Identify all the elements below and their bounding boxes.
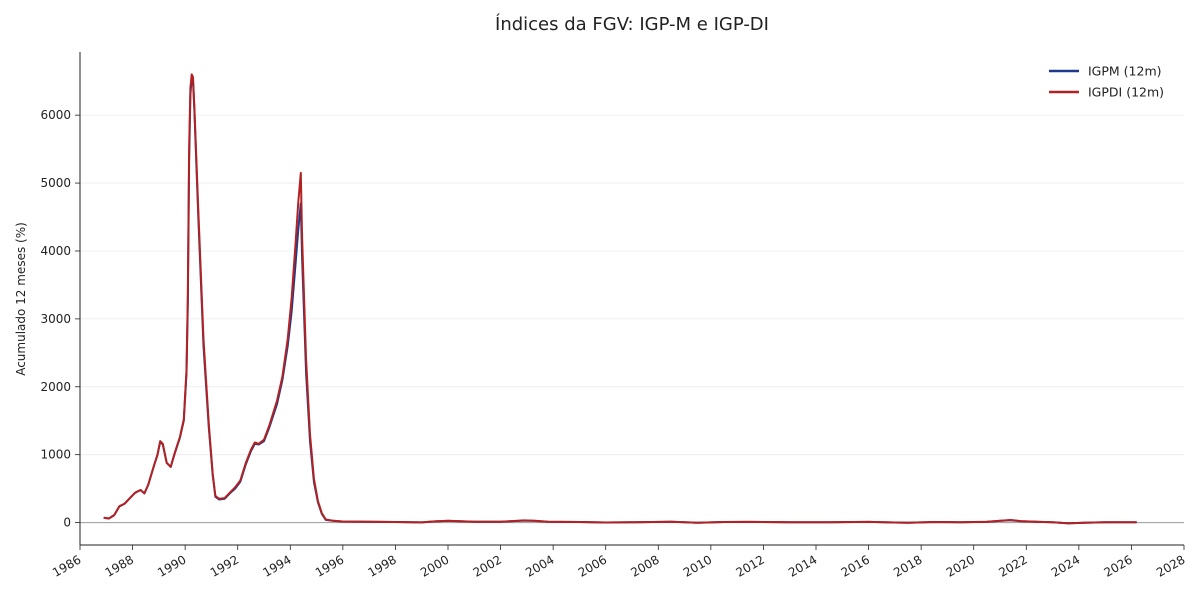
series-line-igpdi-12m [103,73,1137,525]
x-tick-label: 1998 [365,552,398,579]
x-tick-label: 2028 [1154,552,1187,579]
legend-label: IGPDI (12m) [1088,85,1164,100]
x-tick-label: 1986 [50,552,83,579]
y-axis-label: Acumulado 12 meses (%) [14,222,28,376]
x-tick-label: 2020 [944,552,977,579]
x-tick-label: 1988 [103,552,136,579]
x-tick-label: 1994 [260,552,293,579]
x-tick-label: 2010 [681,552,714,579]
x-tick-label: 2018 [891,552,924,579]
x-tick-label: 2022 [996,552,1029,579]
y-tick-label: 4000 [40,244,71,258]
y-axis-ticks: 0 1000 2000 3000 4000 5000 6000 [40,108,80,530]
chart-title: Índices da FGV: IGP-M e IGP-DI [495,13,769,35]
x-tick-label: 2004 [523,552,556,579]
x-tick-label: 2026 [1101,552,1134,579]
gridlines [80,114,1184,523]
legend: IGPM (12m) IGPDI (12m) [1049,64,1164,100]
x-tick-label: 2012 [733,552,766,579]
x-tick-label: 1990 [155,552,188,579]
x-tick-label: 2002 [471,552,504,579]
x-tick-label: 2016 [839,552,872,579]
x-tick-label: 2006 [576,552,609,579]
x-tick-label: 2024 [1049,552,1082,579]
y-tick-label: 3000 [40,312,71,326]
series-group [103,73,1137,525]
x-axis-ticks: 1986 1988 1990 1992 1994 1996 1998 2000 2002 2004… [50,545,1188,580]
y-tick-label: 5000 [40,176,71,190]
y-tick-label: 0 [63,516,71,530]
y-tick-label: 1000 [40,448,71,462]
legend-label: IGPM (12m) [1088,64,1162,79]
series-line-igpm-12m [103,76,1137,525]
x-tick-label: 1996 [313,552,346,579]
x-tick-label: 2008 [628,552,661,579]
x-tick-label: 2000 [418,552,451,579]
x-tick-label: 1992 [208,552,241,579]
y-tick-label: 6000 [40,108,71,122]
y-tick-label: 2000 [40,380,71,394]
x-tick-label: 2014 [786,552,819,579]
axes [79,52,1184,546]
